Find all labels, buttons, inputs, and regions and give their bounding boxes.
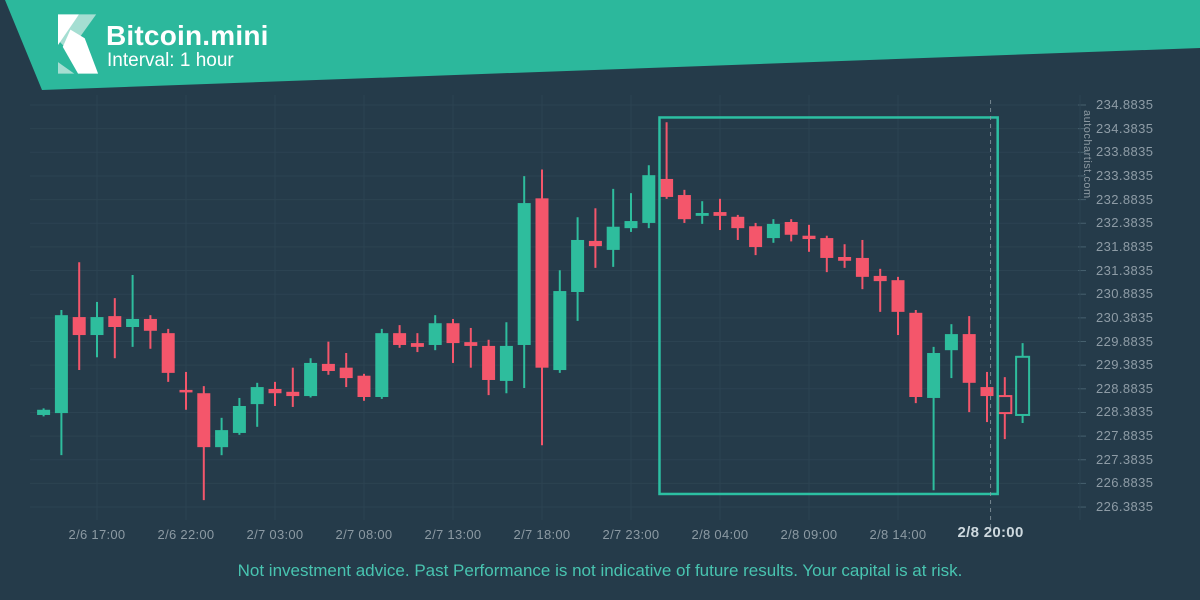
candle-body [161, 333, 175, 373]
x-axis-label: 2/7 18:00 [513, 527, 571, 542]
y-axis-label: 227.8835 [1096, 428, 1154, 444]
candle-body [428, 323, 442, 345]
interval-subtitle: Interval: 1 hour [107, 50, 234, 71]
candle-body [250, 387, 264, 405]
candle-body [855, 257, 869, 277]
candle-body [143, 318, 157, 331]
candle-body [499, 345, 513, 381]
x-axis-label: 2/8 14:00 [869, 527, 927, 542]
candle-body [944, 334, 958, 351]
forecast-candle-body [997, 395, 1013, 415]
y-axis-label: 231.8835 [1096, 238, 1154, 254]
candle-body [784, 221, 798, 235]
y-axis-label: 230.3835 [1096, 309, 1154, 325]
candle-body [891, 280, 905, 312]
candle-body [268, 388, 282, 394]
candle-body [482, 345, 496, 380]
candle-body [321, 363, 335, 371]
candle-body [446, 323, 460, 344]
y-axis-label: 230.8835 [1096, 286, 1154, 302]
pattern-box [658, 116, 999, 496]
y-axis-label: 229.3835 [1096, 357, 1154, 373]
candle-body [713, 212, 727, 216]
candle-body [375, 333, 389, 398]
candle-body [642, 175, 656, 223]
y-axis-label: 226.3835 [1096, 499, 1154, 515]
candle-body [54, 315, 68, 414]
watermark: autochartist.com [1081, 110, 1093, 199]
y-axis-label: 229.8835 [1096, 333, 1154, 349]
y-axis-label: 232.8835 [1096, 191, 1154, 207]
candle-body [766, 223, 780, 239]
candle-body [677, 195, 691, 220]
candle-body [624, 221, 638, 229]
y-axis-label: 227.3835 [1096, 451, 1154, 467]
current-time-label: 2/8 20:00 [957, 524, 1024, 541]
candle-body [588, 240, 602, 247]
x-axis-label: 2/6 22:00 [157, 527, 215, 542]
x-axis-label: 2/6 17:00 [68, 527, 126, 542]
candle-body [517, 203, 531, 345]
candle-body [660, 178, 674, 197]
y-axis-label: 228.3835 [1096, 404, 1154, 420]
y-axis-label: 233.8835 [1096, 144, 1154, 160]
candle-body [695, 213, 709, 216]
symbol-title: Bitcoin.mini [106, 20, 269, 51]
y-axis-label: 233.3835 [1096, 167, 1154, 183]
autochartist-logo-icon [58, 14, 99, 74]
candle-body [126, 318, 140, 328]
x-axis-label: 2/7 08:00 [335, 527, 393, 542]
candle-body [838, 256, 852, 261]
candle-body [197, 393, 211, 448]
y-axis-label: 234.3835 [1096, 120, 1154, 136]
candle-body [464, 342, 478, 346]
candle-body [606, 226, 620, 250]
candle-body [749, 226, 763, 248]
candle-body [37, 409, 51, 415]
candle-body [393, 333, 407, 345]
candle-body [72, 317, 86, 336]
candle-body [802, 235, 816, 240]
candle-body [339, 367, 353, 379]
candle-body [286, 391, 300, 397]
candle-body [962, 334, 976, 383]
candle-body [571, 239, 585, 293]
candle-body [304, 362, 318, 397]
candle-body [179, 389, 193, 393]
candle-body [357, 375, 371, 398]
candle-body [108, 316, 122, 328]
candle-body [873, 275, 887, 282]
candle-body [909, 312, 923, 398]
y-axis-label: 232.3835 [1096, 215, 1154, 231]
candle-body [820, 238, 834, 258]
x-axis-label: 2/7 23:00 [602, 527, 660, 542]
candle-body [410, 343, 424, 347]
candle-body [731, 216, 745, 229]
candle-body [90, 317, 104, 336]
y-axis-label: 231.3835 [1096, 262, 1154, 278]
disclaimer-text: Not investment advice. Past Performance … [237, 561, 963, 580]
y-axis-label: 226.8835 [1096, 475, 1154, 491]
forecast-candle-body [1015, 355, 1031, 416]
candle-body [535, 198, 549, 368]
candle-body [232, 405, 246, 433]
x-axis-label: 2/8 04:00 [691, 527, 749, 542]
candle-body [927, 353, 941, 398]
x-axis-label: 2/8 09:00 [780, 527, 838, 542]
candle-body [215, 430, 229, 448]
y-axis-label: 234.8835 [1096, 97, 1154, 112]
x-axis-label: 2/7 03:00 [246, 527, 304, 542]
candle-body [553, 291, 567, 371]
y-axis-label: 228.8835 [1096, 380, 1154, 396]
candle-body [980, 387, 994, 397]
x-axis-label: 2/7 13:00 [424, 527, 482, 542]
